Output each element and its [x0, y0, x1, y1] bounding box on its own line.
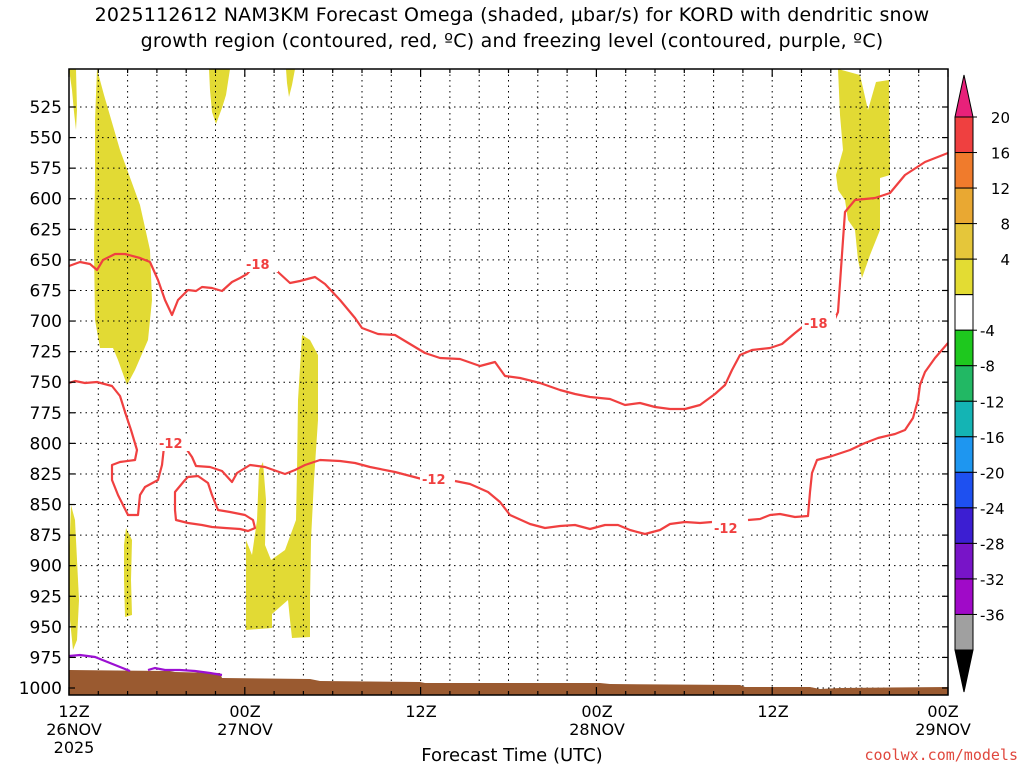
colorbar-segment	[954, 329, 974, 367]
x-tick-label: 27NOV	[217, 720, 273, 739]
y-tick-label: 775	[30, 404, 62, 424]
x-tick-label: 00Z	[927, 702, 959, 721]
colorbar-segment	[954, 507, 974, 544]
colorbar-segment	[954, 613, 974, 651]
colorbar-label: 8	[1000, 216, 1010, 234]
omega-region	[209, 69, 230, 124]
dgz-contour-lower	[69, 379, 166, 517]
y-tick-label: 725	[30, 343, 62, 363]
colorbar-label: 4	[1000, 251, 1010, 269]
y-tick-label: 675	[30, 281, 62, 301]
colorbar-segment	[954, 258, 974, 296]
colorbar-label: -24	[980, 500, 1005, 518]
x-tick-label: 2025	[53, 738, 95, 757]
contour-label: -12	[422, 473, 446, 488]
colorbar-label: -20	[980, 464, 1005, 482]
chart-title-line1: 2025112612 NAM3KM Forecast Omega (shaded…	[94, 4, 930, 26]
colorbar-label: -8	[980, 358, 995, 376]
colorbar-label: -36	[980, 606, 1005, 624]
x-tick-label: 00Z	[229, 702, 261, 721]
contour-label: -12	[714, 522, 738, 537]
colorbar-label: -12	[980, 393, 1005, 411]
omega-region	[94, 69, 152, 385]
contour-label: -12	[159, 437, 183, 452]
y-tick-label: 850	[30, 496, 62, 516]
y-tick-label: 525	[30, 98, 62, 118]
x-tick-label: 00Z	[581, 702, 613, 721]
colorbar-segment	[954, 436, 974, 473]
y-tick-label: 925	[30, 587, 62, 607]
x-tick-label: 12Z	[405, 702, 437, 721]
colorbar: 20 16 12 8 4 -4 -8 -12 -16 -20 -24 -28 -32 -36	[954, 74, 1010, 693]
y-tick-label: 600	[30, 190, 62, 210]
x-tick-label: 12Z	[58, 702, 90, 721]
contour-label: -18	[804, 317, 828, 332]
colorbar-top-arrow	[954, 74, 974, 118]
y-axis: 525 550 575 600 625 650 675 700 725 750 775 800 825 8…	[19, 98, 948, 699]
x-tick-label: 29NOV	[915, 720, 971, 739]
y-tick-label: 900	[30, 557, 62, 577]
y-tick-label: 575	[30, 159, 62, 179]
colorbar-segment	[954, 400, 974, 438]
colorbar-segment	[954, 578, 974, 615]
colorbar-segment	[954, 187, 974, 225]
colorbar-segment	[954, 116, 974, 154]
omega-region	[286, 69, 295, 97]
y-tick-label: 825	[30, 465, 62, 485]
x-tick-label: 26NOV	[46, 720, 102, 739]
colorbar-segment	[954, 223, 974, 260]
dgz-contour-upper	[69, 151, 948, 411]
contour-label-boxes	[157, 256, 836, 536]
chart-title-line2: growth region (contoured, red, ºC) and f…	[140, 30, 884, 52]
y-tick-label: 625	[30, 220, 62, 240]
colorbar-label: 12	[991, 180, 1010, 198]
omega-region	[836, 69, 890, 278]
freezing-level-contours	[69, 653, 223, 677]
colorbar-label: 20	[991, 109, 1010, 127]
x-axis-title: Forecast Time (UTC)	[421, 745, 603, 766]
colorbar-label: -32	[980, 571, 1005, 589]
colorbar-segment	[954, 294, 974, 331]
omega-region	[246, 335, 318, 638]
omega-region	[69, 69, 77, 130]
colorbar-segment	[954, 152, 974, 189]
y-tick-label: 750	[30, 373, 62, 393]
contour-labels: -18 -12 -12 -18 -12	[159, 258, 828, 537]
colorbar-label: 16	[991, 145, 1010, 163]
omega-region	[69, 505, 79, 650]
dgz-contours	[69, 151, 948, 536]
omega-shading	[69, 69, 890, 650]
colorbar-label: -4	[980, 322, 995, 340]
gridlines	[69, 69, 948, 695]
dgz-contour-loop	[173, 474, 257, 533]
colorbar-label: -28	[980, 535, 1005, 553]
terrain-fill	[69, 670, 948, 695]
colorbar-label: -16	[980, 429, 1005, 447]
x-axis	[68, 69, 949, 695]
colorbar-segment	[954, 542, 974, 580]
dgz-contour-lower	[184, 342, 948, 536]
x-tick-label: 12Z	[757, 702, 789, 721]
y-tick-label: 1000	[19, 679, 62, 699]
y-tick-label: 975	[30, 648, 62, 668]
freezing-level-contour	[147, 666, 223, 677]
y-tick-label: 800	[30, 434, 62, 454]
y-tick-label: 650	[30, 251, 62, 271]
y-tick-label: 950	[30, 618, 62, 638]
credit-text: coolwx.com/models	[864, 746, 1018, 764]
contour-label: -18	[246, 258, 270, 273]
x-tick-label: 28NOV	[569, 720, 625, 739]
omega-region	[124, 528, 132, 617]
colorbar-segment	[954, 365, 974, 402]
freezing-level-contour	[69, 653, 131, 673]
colorbar-bottom-arrow	[954, 649, 974, 693]
y-tick-label: 550	[30, 129, 62, 149]
y-tick-label: 700	[30, 312, 62, 332]
colorbar-segment	[954, 471, 974, 509]
y-tick-label: 875	[30, 526, 62, 546]
